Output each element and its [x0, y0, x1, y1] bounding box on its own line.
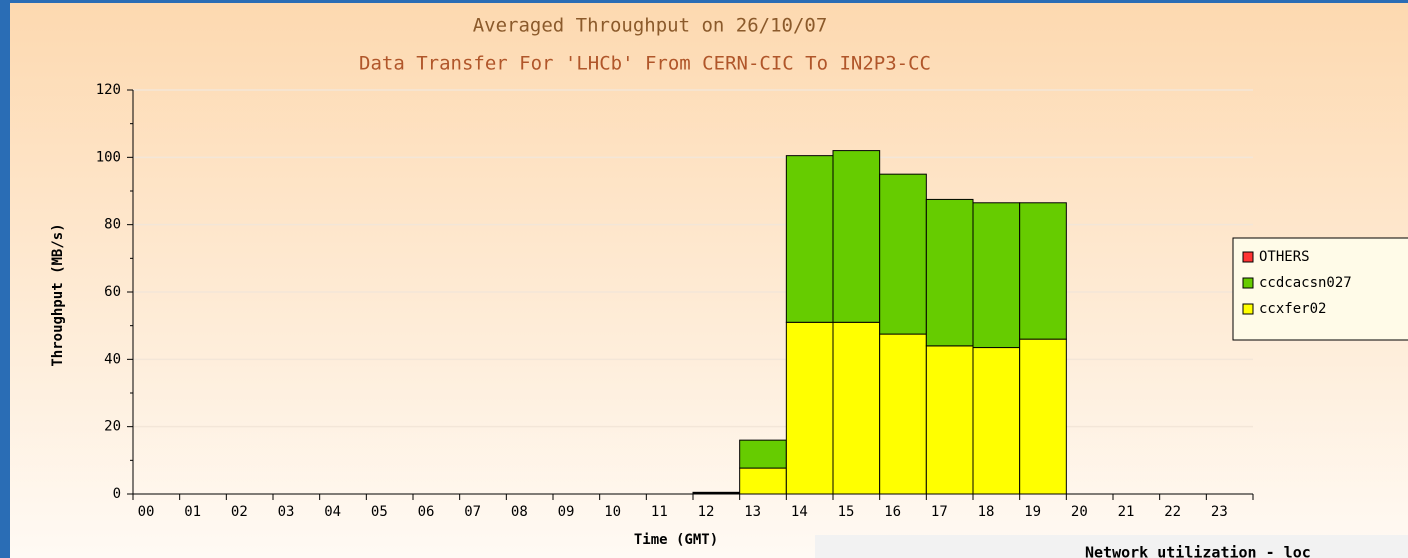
bar-segment: [832, 321, 881, 495]
bar-segment: [832, 150, 881, 323]
x-tick-label: 20: [1071, 504, 1088, 520]
footer-panel: [815, 535, 1408, 558]
x-axis-label: Time (GMT): [634, 532, 718, 548]
y-tick-label: 20: [104, 419, 121, 435]
x-tick-label: 04: [324, 504, 341, 520]
bar-segment: [879, 173, 927, 335]
x-tick-label: 13: [744, 504, 761, 520]
legend-box: [1232, 237, 1408, 341]
bar-segment: [1019, 202, 1067, 340]
x-tick-label: 12: [698, 504, 715, 520]
legend-label: OTHERS: [1259, 249, 1310, 265]
x-tick-label: 09: [558, 504, 575, 520]
bar-segment: [785, 321, 834, 495]
x-tick-label: 08: [511, 504, 528, 520]
y-tick-label: 100: [96, 149, 121, 165]
x-tick-label: 00: [138, 504, 155, 520]
x-tick-label: 05: [371, 504, 388, 520]
bar-segment: [692, 491, 741, 494]
y-tick-label: 60: [104, 284, 121, 300]
footer-text: Network utilization - loc: [1085, 544, 1311, 558]
y-tick-label: 120: [96, 82, 121, 98]
legend-swatch: [1242, 303, 1254, 315]
bar-segment: [972, 202, 1021, 349]
bar-segment: [739, 439, 787, 469]
x-tick-label: 15: [838, 504, 855, 520]
bar-segment: [785, 155, 834, 323]
bar-segment: [879, 333, 927, 495]
legend-label: ccxfer02: [1259, 301, 1326, 317]
bar-segment: [1019, 338, 1067, 495]
y-tick-label: 40: [104, 351, 121, 367]
x-tick-label: 03: [278, 504, 295, 520]
y-tick-label: 80: [104, 217, 121, 233]
x-tick-label: 06: [418, 504, 435, 520]
x-tick-label: 21: [1118, 504, 1135, 520]
bar-segment: [925, 345, 974, 495]
x-tick-label: 11: [651, 504, 668, 520]
chart-background: [10, 3, 1408, 558]
x-tick-label: 07: [464, 504, 481, 520]
bar-segment: [925, 198, 974, 347]
bar-segment: [739, 467, 787, 495]
y-tick-label: 0: [113, 486, 121, 502]
bar-segment: [972, 347, 1021, 495]
x-tick-label: 23: [1211, 504, 1228, 520]
legend-swatch: [1242, 251, 1254, 263]
legend-label: ccdcacsn027: [1259, 275, 1352, 291]
x-tick-label: 17: [931, 504, 948, 520]
x-tick-label: 18: [978, 504, 995, 520]
x-tick-label: 02: [231, 504, 248, 520]
x-tick-label: 19: [1024, 504, 1041, 520]
x-tick-label: 16: [884, 504, 901, 520]
x-tick-label: 22: [1164, 504, 1181, 520]
chart-title: Averaged Throughput on 26/10/07: [473, 15, 828, 37]
x-tick-label: 14: [791, 504, 808, 520]
legend-swatch: [1242, 277, 1254, 289]
chart-subtitle: Data Transfer For 'LHCb' From CERN-CIC T…: [359, 53, 931, 75]
x-tick-label: 10: [604, 504, 621, 520]
x-tick-label: 01: [184, 504, 201, 520]
y-axis-label: Throughput (MB/s): [50, 223, 66, 366]
